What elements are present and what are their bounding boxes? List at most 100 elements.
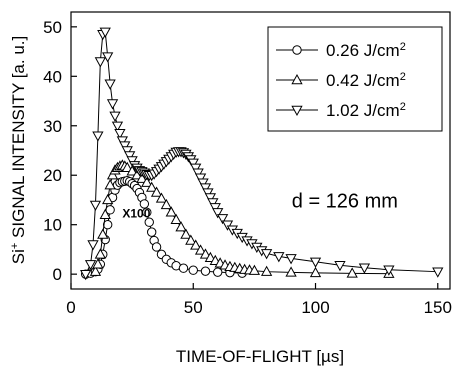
data-point [197,178,209,189]
data-point [160,198,173,210]
data-point [144,217,154,227]
x-tick-label: 50 [184,298,203,317]
data-point [80,269,92,281]
data-point [141,176,153,187]
plot-layer [80,27,444,281]
data-point [358,263,371,274]
data-point [104,79,116,90]
data-point [291,105,303,117]
distance-annotation: d = 126 mm [292,190,398,212]
data-point [111,121,124,132]
data-point [216,214,229,225]
data-point [212,208,224,219]
x-tick-label: 150 [424,298,452,317]
data-point [170,213,182,224]
data-point [291,73,303,85]
data-point [102,52,114,63]
data-point [102,193,114,205]
data-point [221,220,234,231]
data-point [89,200,102,211]
data-point [273,252,285,263]
data-point [146,227,157,237]
y-axis-title: Si+ SIGNAL INTENSITY [a. u.] [9,36,28,264]
data-point [292,45,302,55]
data-point [285,254,297,265]
data-point [106,169,119,180]
legend-label: 0.42 J/cm2 [326,71,406,90]
data-point [175,221,187,232]
data-point [194,244,207,255]
data-point [383,265,395,276]
data-point [142,207,152,218]
data-point [124,151,136,162]
data-point [199,183,212,194]
series-2 [80,27,444,281]
data-point [204,193,217,204]
data-point [334,261,346,272]
data-point [188,265,198,275]
data-point [109,111,121,122]
data-point [309,266,322,278]
data-point [180,228,192,239]
y-tick-label: 20 [43,166,62,185]
data-point [202,188,214,199]
data-point [190,163,202,174]
data-point [151,242,162,252]
y-tick-label: 0 [53,265,62,284]
data-point [187,158,199,169]
data-point [207,198,219,209]
data-point [194,173,207,184]
data-point [126,156,138,167]
data-point [260,249,273,260]
data-point [99,27,111,38]
data-point [89,265,102,276]
data-point [190,239,202,250]
data-point [146,181,158,192]
data-point [106,99,119,110]
data-point [185,234,197,245]
data-point [260,265,273,276]
data-point [139,199,150,209]
data-point [213,267,223,277]
y-tick-label: 40 [43,67,62,86]
x-tick-label: 0 [66,298,75,317]
series-1 [89,159,395,278]
y-tick-label: 10 [43,216,62,235]
data-point [309,257,322,268]
legend: 0.26 J/cm2 0.42 J/cm2 1.02 J/cm2 [267,26,443,132]
data-point [119,141,131,152]
data-point [199,248,212,259]
data-point [116,136,128,147]
axes: TIME-OF-FLIGHT [µs] Si+ SIGNAL INTENSITY… [9,11,452,366]
data-point [121,146,133,157]
data-point [114,128,126,140]
data-point [104,179,116,190]
data-point [92,131,104,142]
x-tick-label: 100 [301,298,329,317]
data-point [94,248,106,259]
data-point [192,168,204,179]
legend-label: 0.26 J/cm2 [326,41,406,60]
data-point [285,266,297,277]
data-point [165,206,177,217]
x-axis-title: TIME-OF-FLIGHT [µs] [176,347,344,366]
data-point [346,267,358,278]
data-point [121,161,133,173]
y-tick-label: 50 [43,18,62,37]
legend-label: 1.02 J/cm2 [326,101,406,120]
data-point [209,203,221,214]
data-point [94,57,106,68]
data-point [155,192,168,203]
scale-annotation: X100 [122,206,150,220]
data-point [178,263,189,273]
data-point [150,186,163,197]
data-point [248,264,261,275]
data-point [97,228,109,239]
data-point [99,208,111,220]
y-tick-label: 30 [43,117,62,136]
plot-frame [70,11,451,290]
data-point [92,258,104,269]
data-point [432,267,444,278]
data-point [87,240,99,251]
